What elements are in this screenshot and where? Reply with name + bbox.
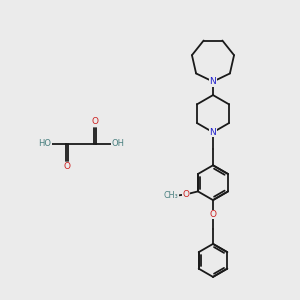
Text: OH: OH (111, 140, 124, 148)
Text: O: O (182, 190, 189, 199)
Text: CH₃: CH₃ (164, 191, 178, 200)
Text: N: N (210, 77, 216, 86)
Text: O: O (209, 210, 217, 219)
Text: O: O (64, 162, 71, 171)
Text: N: N (210, 128, 216, 137)
Text: HO: HO (38, 140, 52, 148)
Text: O: O (91, 117, 98, 126)
